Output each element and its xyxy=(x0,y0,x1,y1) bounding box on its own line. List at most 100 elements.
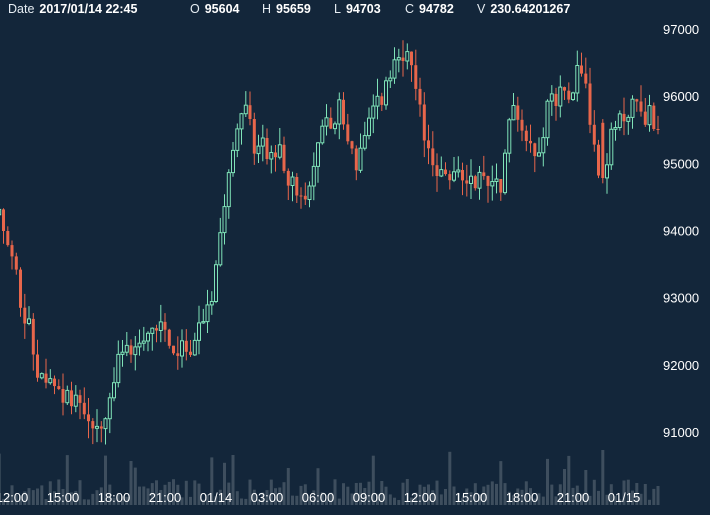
candle-up[interactable] xyxy=(384,80,388,106)
candle-up[interactable] xyxy=(39,373,44,379)
candle-up[interactable] xyxy=(503,152,507,194)
candle-up[interactable] xyxy=(103,418,108,430)
candle-down[interactable] xyxy=(53,378,56,387)
candle-down[interactable] xyxy=(435,165,439,176)
candle-up[interactable] xyxy=(205,304,210,323)
candle-up[interactable] xyxy=(647,105,652,126)
candle-down[interactable] xyxy=(78,395,82,403)
candle-up[interactable] xyxy=(137,342,142,348)
candle-down[interactable] xyxy=(2,209,5,231)
candle-down[interactable] xyxy=(70,390,73,407)
candle-up[interactable] xyxy=(209,301,214,306)
candle-up[interactable] xyxy=(201,321,206,324)
candle-up[interactable] xyxy=(439,169,444,177)
candle-down[interactable] xyxy=(563,87,566,91)
candle-down[interactable] xyxy=(342,99,345,125)
candle-up[interactable] xyxy=(48,378,53,384)
candle-up[interactable] xyxy=(133,346,138,356)
candle-down[interactable] xyxy=(444,169,447,175)
candle-down[interactable] xyxy=(176,353,180,356)
candle-down[interactable] xyxy=(31,318,35,355)
candle-up[interactable] xyxy=(511,105,516,121)
candle-up[interactable] xyxy=(27,318,31,324)
candle-up[interactable] xyxy=(613,127,618,130)
candle-down[interactable] xyxy=(601,122,605,178)
candle-down[interactable] xyxy=(639,101,643,112)
candle-down[interactable] xyxy=(329,117,333,129)
candle-down[interactable] xyxy=(431,148,435,166)
candle-up[interactable] xyxy=(307,185,312,200)
candle-up[interactable] xyxy=(214,264,218,303)
candle-up[interactable] xyxy=(507,119,512,154)
candle-up[interactable] xyxy=(605,164,609,179)
candle-up[interactable] xyxy=(333,123,337,130)
candle-down[interactable] xyxy=(99,426,103,429)
candle-down[interactable] xyxy=(44,373,48,383)
candle-down[interactable] xyxy=(520,119,524,131)
candle-down[interactable] xyxy=(584,73,588,84)
candle-up[interactable] xyxy=(112,382,116,399)
candle-down[interactable] xyxy=(282,144,286,171)
candle-up[interactable] xyxy=(371,105,376,119)
candle-up[interactable] xyxy=(311,165,316,187)
candle-down[interactable] xyxy=(10,245,14,257)
candle-down[interactable] xyxy=(23,307,27,324)
candle-down[interactable] xyxy=(656,129,660,130)
candle-up[interactable] xyxy=(545,100,550,139)
candle-down[interactable] xyxy=(286,170,290,186)
candle-down[interactable] xyxy=(184,340,188,352)
candle-up[interactable] xyxy=(141,340,146,344)
candle-down[interactable] xyxy=(418,88,422,105)
candle-up[interactable] xyxy=(95,425,99,429)
candle-up[interactable] xyxy=(226,172,231,208)
candle-up[interactable] xyxy=(537,152,541,157)
candle-down[interactable] xyxy=(14,256,18,270)
candle-down[interactable] xyxy=(592,124,596,145)
candle-down[interactable] xyxy=(274,152,277,158)
candle-up[interactable] xyxy=(469,175,473,184)
candle-down[interactable] xyxy=(299,195,303,197)
candle-down[interactable] xyxy=(473,176,477,189)
candle-down[interactable] xyxy=(295,177,299,196)
candle-down[interactable] xyxy=(380,96,384,105)
candle-down[interactable] xyxy=(529,140,532,144)
candle-down[interactable] xyxy=(61,389,65,403)
candle-up[interactable] xyxy=(452,171,456,181)
candle-up[interactable] xyxy=(120,351,125,355)
candle-up[interactable] xyxy=(375,95,380,107)
candle-up[interactable] xyxy=(392,59,397,79)
candle-up[interactable] xyxy=(324,117,329,127)
candle-up[interactable] xyxy=(630,98,635,118)
candle-down[interactable] xyxy=(155,328,158,331)
candle-up[interactable] xyxy=(358,147,363,171)
candle-down[interactable] xyxy=(448,174,452,181)
candle-down[interactable] xyxy=(516,105,520,120)
candle-down[interactable] xyxy=(172,345,175,354)
candle-up[interactable] xyxy=(146,332,150,342)
candle-down[interactable] xyxy=(410,51,413,66)
candle-down[interactable] xyxy=(265,138,269,159)
candle-down[interactable] xyxy=(643,111,647,125)
candle-down[interactable] xyxy=(461,170,464,181)
candle-up[interactable] xyxy=(571,92,575,101)
candle-down[interactable] xyxy=(427,140,430,149)
candle-down[interactable] xyxy=(414,65,418,89)
candle-up[interactable] xyxy=(180,340,184,357)
candle-up[interactable] xyxy=(197,322,201,341)
candle-up[interactable] xyxy=(541,137,546,154)
candle-down[interactable] xyxy=(580,65,583,74)
candle-up[interactable] xyxy=(490,181,495,187)
candle-down[interactable] xyxy=(588,83,592,125)
candle-down[interactable] xyxy=(554,93,558,106)
candle-up[interactable] xyxy=(549,93,554,102)
candle-down[interactable] xyxy=(167,329,171,346)
candle-down[interactable] xyxy=(163,321,167,330)
candle-up[interactable] xyxy=(231,149,235,174)
candle-up[interactable] xyxy=(73,394,78,407)
candle-down[interactable] xyxy=(567,90,571,100)
candle-up[interactable] xyxy=(192,339,197,356)
candle-down[interactable] xyxy=(465,180,469,184)
candle-down[interactable] xyxy=(19,269,22,308)
